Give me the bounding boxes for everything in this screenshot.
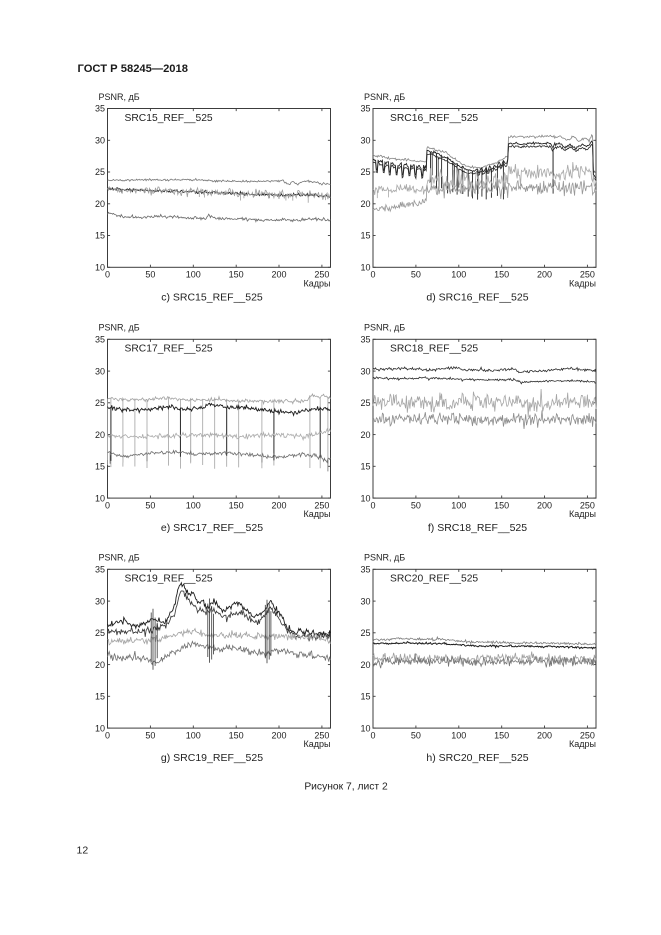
svg-text:20: 20 (360, 199, 370, 209)
svg-text:50: 50 (145, 270, 155, 280)
svg-text:15: 15 (95, 231, 105, 241)
svg-text:150: 150 (494, 500, 509, 510)
svg-text:250: 250 (314, 730, 329, 740)
svg-text:10: 10 (95, 263, 105, 273)
svg-text:100: 100 (186, 270, 201, 280)
svg-text:15: 15 (360, 462, 370, 472)
svg-text:25: 25 (95, 628, 105, 638)
svg-text:150: 150 (229, 270, 244, 280)
svg-text:100: 100 (186, 730, 201, 740)
svg-text:0: 0 (105, 500, 110, 510)
svg-text:Кадры: Кадры (304, 739, 331, 749)
svg-text:100: 100 (186, 500, 201, 510)
svg-text:Кадры: Кадры (569, 509, 596, 519)
svg-text:35: 35 (360, 565, 370, 575)
svg-text:ГОСТ Р 58245—2018: ГОСТ Р 58245—2018 (78, 63, 189, 75)
svg-text:PSNR, дБ: PSNR, дБ (99, 553, 140, 563)
svg-text:20: 20 (95, 660, 105, 670)
svg-text:0: 0 (105, 730, 110, 740)
svg-text:50: 50 (411, 500, 421, 510)
svg-text:35: 35 (360, 104, 370, 114)
svg-text:10: 10 (360, 723, 370, 733)
svg-text:c) SRC15_REF__525: c) SRC15_REF__525 (161, 291, 263, 303)
svg-text:20: 20 (360, 430, 370, 440)
svg-text:0: 0 (105, 270, 110, 280)
svg-text:35: 35 (95, 335, 105, 345)
svg-text:Кадры: Кадры (569, 739, 596, 749)
svg-text:20: 20 (95, 199, 105, 209)
svg-text:150: 150 (229, 500, 244, 510)
svg-text:250: 250 (314, 270, 329, 280)
svg-text:12: 12 (77, 845, 89, 857)
svg-text:25: 25 (95, 167, 105, 177)
svg-text:25: 25 (360, 167, 370, 177)
svg-text:250: 250 (314, 500, 329, 510)
svg-text:Кадры: Кадры (304, 509, 331, 519)
svg-text:30: 30 (95, 596, 105, 606)
svg-text:15: 15 (360, 692, 370, 702)
svg-text:g) SRC19_REF__525: g) SRC19_REF__525 (161, 752, 263, 764)
svg-text:h) SRC20_REF__525: h) SRC20_REF__525 (426, 752, 528, 764)
svg-text:200: 200 (537, 270, 552, 280)
svg-text:PSNR, дБ: PSNR, дБ (364, 323, 405, 333)
svg-text:50: 50 (411, 270, 421, 280)
svg-text:10: 10 (360, 263, 370, 273)
svg-text:10: 10 (360, 493, 370, 503)
svg-text:30: 30 (360, 366, 370, 376)
svg-text:35: 35 (360, 335, 370, 345)
svg-text:SRC15_REF__525: SRC15_REF__525 (125, 113, 213, 124)
svg-text:15: 15 (360, 231, 370, 241)
svg-text:20: 20 (360, 660, 370, 670)
svg-text:35: 35 (95, 104, 105, 114)
svg-text:25: 25 (95, 398, 105, 408)
svg-text:25: 25 (360, 628, 370, 638)
svg-text:200: 200 (271, 500, 286, 510)
svg-text:10: 10 (95, 493, 105, 503)
svg-text:SRC18_REF__525: SRC18_REF__525 (390, 344, 478, 355)
svg-text:100: 100 (451, 270, 466, 280)
svg-text:15: 15 (95, 462, 105, 472)
svg-text:15: 15 (95, 692, 105, 702)
svg-text:50: 50 (145, 730, 155, 740)
svg-text:250: 250 (580, 270, 595, 280)
svg-text:30: 30 (95, 136, 105, 146)
svg-text:100: 100 (451, 500, 466, 510)
svg-text:200: 200 (537, 730, 552, 740)
svg-text:PSNR, дБ: PSNR, дБ (99, 323, 140, 333)
svg-text:150: 150 (494, 730, 509, 740)
svg-text:10: 10 (95, 723, 105, 733)
svg-text:SRC16_REF__525: SRC16_REF__525 (390, 113, 478, 124)
svg-text:f) SRC18_REF__525: f) SRC18_REF__525 (428, 522, 527, 534)
svg-text:50: 50 (411, 730, 421, 740)
svg-text:25: 25 (360, 398, 370, 408)
svg-text:250: 250 (580, 730, 595, 740)
svg-text:PSNR, дБ: PSNR, дБ (99, 92, 140, 102)
svg-text:200: 200 (271, 270, 286, 280)
svg-text:150: 150 (229, 730, 244, 740)
svg-text:Кадры: Кадры (569, 278, 596, 288)
svg-text:30: 30 (95, 366, 105, 376)
svg-text:30: 30 (360, 596, 370, 606)
svg-text:100: 100 (451, 730, 466, 740)
svg-text:0: 0 (370, 270, 375, 280)
svg-text:250: 250 (580, 500, 595, 510)
svg-text:20: 20 (95, 430, 105, 440)
svg-text:SRC19_REF__525: SRC19_REF__525 (125, 574, 213, 585)
svg-text:d) SRC16_REF__525: d) SRC16_REF__525 (426, 291, 528, 303)
svg-text:PSNR, дБ: PSNR, дБ (364, 92, 405, 102)
svg-text:200: 200 (271, 730, 286, 740)
svg-text:Кадры: Кадры (304, 278, 331, 288)
svg-text:150: 150 (494, 270, 509, 280)
svg-text:Рисунок 7, лист 2: Рисунок 7, лист 2 (304, 782, 388, 793)
svg-text:SRC20_REF__525: SRC20_REF__525 (390, 574, 478, 585)
svg-text:0: 0 (370, 500, 375, 510)
svg-text:e) SRC17_REF__525: e) SRC17_REF__525 (161, 522, 263, 534)
svg-text:0: 0 (370, 730, 375, 740)
svg-text:PSNR, дБ: PSNR, дБ (364, 553, 405, 563)
svg-text:50: 50 (145, 500, 155, 510)
svg-text:200: 200 (537, 500, 552, 510)
svg-text:SRC17_REF__525: SRC17_REF__525 (125, 344, 213, 355)
svg-text:30: 30 (360, 136, 370, 146)
svg-text:35: 35 (95, 565, 105, 575)
